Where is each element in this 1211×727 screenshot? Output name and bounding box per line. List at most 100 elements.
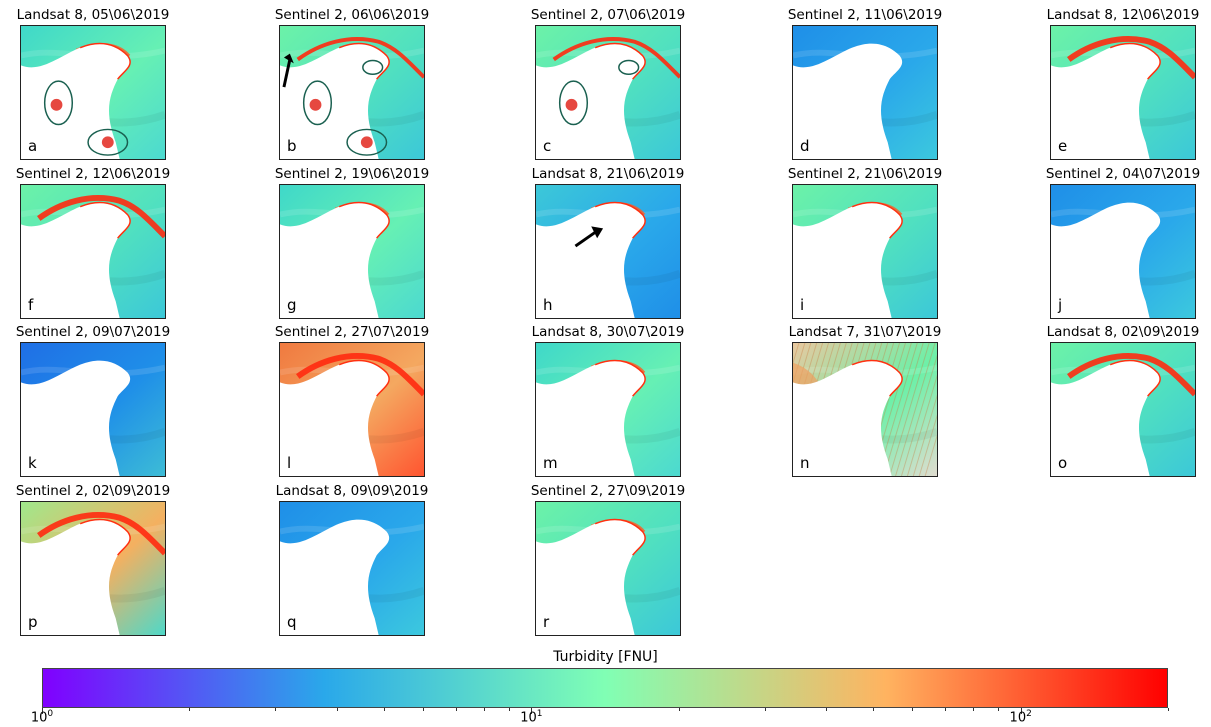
satellite-turbidity-map — [792, 342, 938, 477]
image-panel-k: Sentinel 2, 09\07\2019 k — [16, 324, 170, 477]
minor-tick — [275, 708, 277, 711]
image-panel-m: Landsat 8, 30\07\2019 m — [532, 324, 684, 477]
satellite-turbidity-map — [20, 25, 166, 160]
satellite-turbidity-map — [20, 501, 166, 636]
image-panel-f: Sentinel 2, 12\06\2019 f — [16, 166, 170, 319]
panel-title: Landsat 8, 30\07\2019 — [531, 324, 685, 340]
image-panel-r: Sentinel 2, 27\09\2019 r — [531, 483, 685, 636]
minor-tick — [764, 708, 766, 711]
panel-letter: f — [28, 296, 34, 314]
panel-title: Sentinel 2, 07\06\2019 — [530, 7, 686, 23]
panel-letter: k — [28, 454, 37, 472]
image-panel-a: Landsat 8, 05\06\2019 a — [17, 7, 169, 160]
panel-title: Landsat 8, 12\06\2019 — [1046, 7, 1200, 23]
panel-title: Landsat 8, 02\09\2019 — [1046, 324, 1200, 340]
panel-title: Landsat 7, 31\07\2019 — [788, 324, 942, 340]
minor-tick — [973, 708, 975, 711]
image-panel-l: Sentinel 2, 27\07\2019 l — [275, 324, 429, 477]
satellite-turbidity-map — [535, 342, 681, 477]
panel-letter: p — [28, 613, 38, 631]
image-panel-n: Landsat 7, 31\07\2019 n — [789, 324, 941, 477]
satellite-turbidity-map — [279, 25, 425, 160]
panel-title: Sentinel 2, 06\06\2019 — [274, 7, 430, 23]
panel-letter: m — [543, 454, 558, 472]
minor-tick — [998, 708, 1000, 711]
satellite-turbidity-map — [279, 342, 425, 477]
panel-letter: c — [543, 137, 552, 155]
image-panel-d: Sentinel 2, 11\06\2019 d — [788, 7, 942, 160]
panel-title: Sentinel 2, 04\07\2019 — [1045, 166, 1201, 182]
satellite-turbidity-map — [279, 501, 425, 636]
major-tick — [42, 708, 43, 714]
minor-tick — [422, 708, 424, 711]
image-panel-g: Sentinel 2, 19\06\2019 g — [275, 166, 429, 319]
satellite-turbidity-map — [1050, 184, 1196, 319]
minor-tick — [336, 708, 338, 711]
minor-tick — [825, 708, 827, 711]
panel-title: Sentinel 2, 19\06\2019 — [274, 166, 430, 182]
major-tick — [531, 708, 533, 714]
panel-letter: r — [543, 613, 550, 631]
satellite-turbidity-map — [792, 184, 938, 319]
minor-tick — [944, 708, 946, 711]
panel-letter: q — [287, 613, 297, 631]
panel-title: Sentinel 2, 09\07\2019 — [15, 324, 171, 340]
minor-tick — [508, 708, 510, 711]
panel-letter: i — [800, 296, 805, 314]
major-tick — [1020, 708, 1022, 714]
minor-tick — [455, 708, 457, 711]
image-panel-p: Sentinel 2, 02\09\2019 p — [16, 483, 170, 636]
minor-tick — [483, 708, 485, 711]
panel-letter: d — [800, 137, 810, 155]
colorbar-title: Turbidity [FNU] — [553, 649, 658, 665]
panel-title: Landsat 8, 09\09\2019 — [275, 483, 429, 499]
panel-letter: e — [1058, 137, 1068, 155]
minor-tick — [1168, 708, 1169, 711]
minor-tick — [912, 708, 914, 711]
panel-title: Sentinel 2, 27\09\2019 — [530, 483, 686, 499]
image-panel-h: Landsat 8, 21\06\2019 h — [532, 166, 684, 319]
panel-letter: o — [1058, 454, 1068, 472]
satellite-turbidity-map — [20, 184, 166, 319]
panel-letter: l — [287, 454, 292, 472]
colorbar-tick-label: 101 — [520, 709, 542, 725]
tick-base: 10 — [30, 710, 48, 726]
panel-title: Sentinel 2, 02\09\2019 — [15, 483, 171, 499]
image-panel-c: Sentinel 2, 07\06\2019 c — [531, 7, 685, 160]
tick-exponent: 1 — [536, 709, 543, 719]
image-panel-b: Sentinel 2, 06\06\2019 b — [275, 7, 429, 160]
tick-exponent: 2 — [1026, 709, 1032, 719]
image-panel-q: Landsat 8, 09\09\2019 q — [276, 483, 428, 636]
image-panel-e: Landsat 8, 12\06\2019 e — [1047, 7, 1199, 160]
minor-tick — [873, 708, 875, 711]
panel-letter: n — [800, 454, 810, 472]
minor-tick — [189, 708, 191, 711]
satellite-turbidity-map — [1050, 342, 1196, 477]
panel-letter: j — [1058, 296, 1063, 314]
tick-base: 10 — [1009, 710, 1027, 726]
satellite-turbidity-map — [535, 25, 681, 160]
colorbar-tick-label: 100 — [31, 709, 53, 725]
satellite-image-grid: Landsat 8, 05\06\2019 a Sentinel 2, 06\06… — [16, 7, 1200, 636]
panel-title: Sentinel 2, 11\06\2019 — [787, 7, 943, 23]
satellite-turbidity-map — [792, 25, 938, 160]
minor-tick — [678, 708, 680, 711]
turbidity-colorbar — [42, 668, 1168, 708]
panel-title: Sentinel 2, 21\06\2019 — [787, 166, 943, 182]
satellite-turbidity-map — [20, 342, 166, 477]
panel-title: Landsat 8, 05\06\2019 — [16, 7, 170, 23]
satellite-turbidity-map — [535, 501, 681, 636]
image-panel-j: Sentinel 2, 04\07\2019 j — [1046, 166, 1200, 319]
panel-letter: h — [543, 296, 553, 314]
panel-title: Landsat 8, 21\06\2019 — [531, 166, 685, 182]
panel-letter: b — [287, 137, 297, 155]
tick-base: 10 — [520, 710, 537, 726]
satellite-turbidity-map — [279, 184, 425, 319]
minor-tick — [384, 708, 386, 711]
satellite-turbidity-map — [1050, 25, 1196, 160]
satellite-turbidity-map — [535, 184, 681, 319]
colorbar-ticks — [42, 708, 1169, 716]
image-panel-i: Sentinel 2, 21\06\2019 i — [788, 166, 942, 319]
panel-title: Sentinel 2, 12\06\2019 — [15, 166, 171, 182]
panel-title: Sentinel 2, 27\07\2019 — [274, 324, 430, 340]
